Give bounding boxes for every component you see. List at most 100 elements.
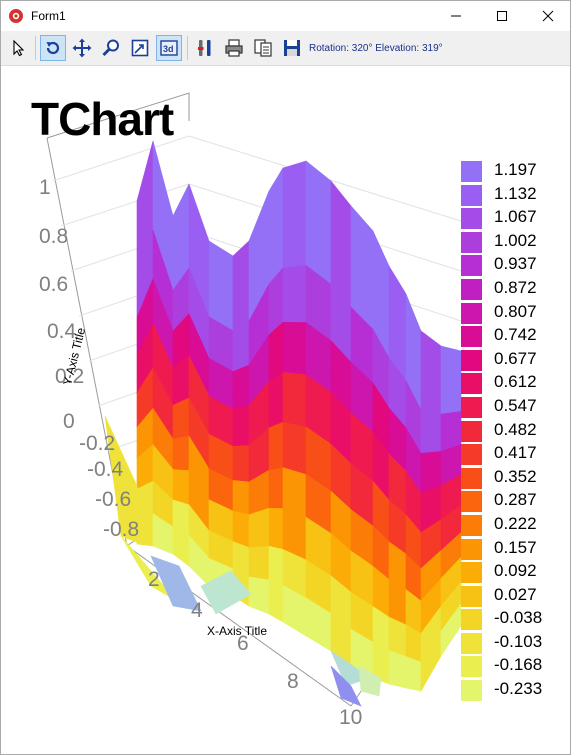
legend-swatch xyxy=(461,373,482,395)
legend-label: 0.677 xyxy=(494,348,537,368)
legend-label: -0.233 xyxy=(494,679,543,699)
rotate-icon xyxy=(46,41,60,55)
print-icon xyxy=(225,39,243,57)
legend-label: 0.482 xyxy=(494,419,537,439)
legend-swatch xyxy=(461,255,482,277)
3d-view-icon: 3d xyxy=(160,40,178,56)
surface-patch xyxy=(268,545,284,587)
y-tick-label: -0.4 xyxy=(87,458,124,481)
select-arrow-icon xyxy=(13,39,25,57)
legend-label: 0.547 xyxy=(494,395,537,415)
x-tick-label: 8 xyxy=(287,670,299,693)
legend-label: -0.103 xyxy=(494,631,543,651)
save-button[interactable] xyxy=(279,35,305,61)
surface-patch xyxy=(440,345,462,415)
svg-text:3d: 3d xyxy=(163,44,174,54)
surface-patch xyxy=(232,404,250,447)
surface-patch xyxy=(248,546,270,581)
surface-patch xyxy=(248,576,270,615)
surface-patch xyxy=(172,469,190,506)
legend-swatch xyxy=(461,562,482,584)
legend-label: 0.027 xyxy=(494,584,537,604)
y-tick-label: -0.2 xyxy=(79,432,115,455)
surface-patch xyxy=(268,371,284,429)
maximize-button[interactable] xyxy=(479,1,525,31)
x-tick-label: 2 xyxy=(148,568,160,591)
chart-panel[interactable]: 1 0.8 0.6 0.4 0.2 0 -0.2 -0.4 -0.6 -0.8 2 4 6 8 10 X-… xyxy=(1,66,570,754)
y-tick-label: 0.6 xyxy=(39,273,68,296)
surface-patch xyxy=(305,160,332,286)
legend-swatch xyxy=(461,680,482,702)
toolbar-separator xyxy=(35,36,36,60)
legend-swatch xyxy=(461,632,482,654)
toolbar-separator xyxy=(187,36,188,60)
surface-series[interactable] xyxy=(104,140,462,707)
legend-label: -0.038 xyxy=(494,608,543,628)
select-button[interactable] xyxy=(6,35,32,61)
legend-label: 0.872 xyxy=(494,277,537,297)
move-button[interactable] xyxy=(69,35,95,61)
surface-patch xyxy=(268,467,284,509)
maximize-icon xyxy=(497,11,507,21)
legend-label: 1.132 xyxy=(494,183,537,203)
legend-swatch xyxy=(461,302,482,324)
legend-label: 0.092 xyxy=(494,561,537,581)
zoom-button[interactable] xyxy=(98,35,124,61)
surface-patch xyxy=(232,510,250,549)
legend-swatch xyxy=(461,231,482,253)
title-bar[interactable]: Form1 xyxy=(1,1,570,31)
legend-label: 1.002 xyxy=(494,230,537,250)
legend-swatch xyxy=(461,420,482,442)
copy-icon xyxy=(254,39,272,57)
legend-label: 1.197 xyxy=(494,160,537,179)
legend-swatch xyxy=(461,349,482,371)
legend-swatch xyxy=(461,656,482,678)
surface-patch xyxy=(172,397,190,440)
x-axis-title: X-Axis Title xyxy=(207,624,267,638)
surface-patch xyxy=(405,656,422,692)
depth-button[interactable] xyxy=(127,35,153,61)
legend-swatch xyxy=(461,538,482,560)
edit-chart-button[interactable] xyxy=(192,35,218,61)
surface-patch xyxy=(268,421,284,471)
move-icon xyxy=(72,38,92,58)
close-button[interactable] xyxy=(525,1,570,31)
legend-label: -0.168 xyxy=(494,655,543,675)
chart-title: TChart xyxy=(31,93,174,145)
legend-swatch xyxy=(461,585,482,607)
legend-swatch xyxy=(461,514,482,536)
legend-swatch xyxy=(461,278,482,300)
window-title: Form1 xyxy=(31,9,66,23)
y-tick-label: 0.4 xyxy=(47,320,77,343)
minimize-button[interactable] xyxy=(433,1,479,31)
surface-patch xyxy=(208,240,234,332)
legend-swatch xyxy=(461,396,482,418)
legend-label: 0.157 xyxy=(494,537,537,557)
chart-toolbar: 3d xyxy=(1,31,570,66)
legend-label: 0.937 xyxy=(494,254,537,274)
surface-patch xyxy=(420,330,442,415)
edit-chart-icon xyxy=(198,40,211,56)
legend-swatch xyxy=(461,326,482,348)
surface-patch xyxy=(172,435,190,471)
print-button[interactable] xyxy=(221,35,247,61)
y-tick-label: 0.8 xyxy=(39,225,68,248)
legend-label: 0.287 xyxy=(494,490,537,510)
surface-patch xyxy=(150,555,202,612)
legend-label: 0.742 xyxy=(494,325,537,345)
y-tick-label: -0.8 xyxy=(103,518,139,541)
close-icon xyxy=(542,10,554,22)
x-axis: 2 4 6 8 10 xyxy=(148,568,362,729)
y-tick-label: 1 xyxy=(39,176,51,199)
copy-button[interactable] xyxy=(250,35,276,61)
y-tick-label: -0.6 xyxy=(95,488,131,511)
rotate-button[interactable] xyxy=(40,35,66,61)
3d-view-button[interactable]: 3d xyxy=(156,35,182,61)
zoom-icon xyxy=(102,39,119,57)
surface-chart[interactable]: 1 0.8 0.6 0.4 0.2 0-0.2 -0.4 -0.6 -0.8 2 4 6 8 10 X-… xyxy=(1,66,570,754)
minimize-icon xyxy=(451,15,461,17)
surface-patch xyxy=(232,445,250,483)
surface-patch xyxy=(232,240,250,332)
surface-patch xyxy=(420,409,442,454)
surface-patch xyxy=(104,415,142,545)
